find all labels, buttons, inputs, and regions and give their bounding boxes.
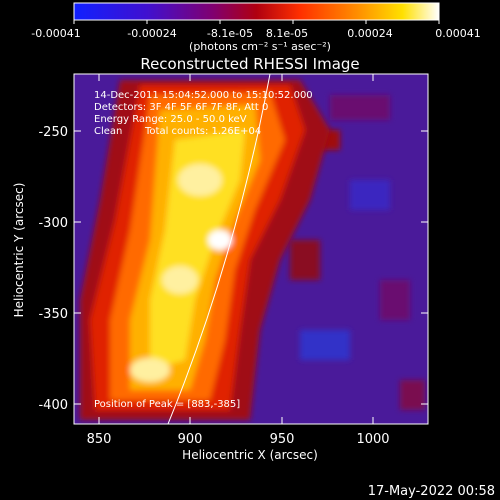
info-algorithm: Clean xyxy=(94,126,122,137)
axis-ticks xyxy=(74,74,428,424)
x-tick-950: 950 xyxy=(270,432,295,447)
plot-title: Reconstructed RHESSI Image xyxy=(140,55,359,73)
info-time-range: 14-Dec-2011 15:04:52.000 to 15:10:52.000 xyxy=(94,90,313,101)
colorbar xyxy=(73,2,440,21)
colorbar-tick-3: -8.1e-05 xyxy=(207,27,253,40)
x-tick-850: 850 xyxy=(87,432,112,447)
x-axis-label: Heliocentric X (arcsec) xyxy=(182,448,318,462)
peak-position-label: Position of Peak = [883,-385] xyxy=(94,399,240,410)
solar-image xyxy=(74,74,428,424)
footer-timestamp: 17-May-2022 00:58 xyxy=(368,484,495,499)
colorbar-tick-5: 0.00024 xyxy=(347,27,393,40)
y-tick-300: -300 xyxy=(38,216,68,231)
colorbar-tick-1: -0.00041 xyxy=(31,27,80,40)
y-tick-350: -350 xyxy=(38,307,68,322)
colorbar-tick-2: -0.00024 xyxy=(127,27,176,40)
info-counts: Total counts: 1.26E+04 xyxy=(144,126,261,137)
colorbar-unit: (photons cm⁻² s⁻¹ asec⁻²) xyxy=(189,40,331,53)
solar-limb-line xyxy=(167,74,271,424)
y-axis-label: Heliocentric Y (arcsec) xyxy=(12,183,26,318)
info-energy: Energy Range: 25.0 - 50.0 keV xyxy=(94,114,247,125)
info-detectors: Detectors: 3F 4F 5F 6F 7F 8F, Att 0 xyxy=(94,102,268,113)
y-tick-400: -400 xyxy=(38,398,68,413)
x-tick-900: 900 xyxy=(178,432,203,447)
colorbar-tick-6: 0.00041 xyxy=(435,27,481,40)
colorbar-tick-4: 8.1e-05 xyxy=(266,27,308,40)
y-tick-250: -250 xyxy=(38,125,68,140)
plot-frame xyxy=(73,73,429,425)
x-tick-1000: 1000 xyxy=(356,432,389,447)
